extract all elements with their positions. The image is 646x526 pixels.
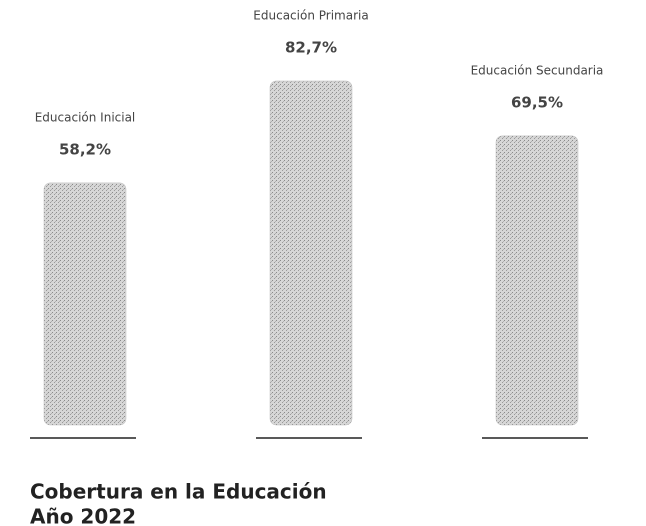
bar: [43, 182, 127, 426]
chart-subtitle: Año 2022: [30, 505, 136, 526]
category-label: Educación Inicial: [35, 110, 136, 124]
value-label: 69,5%: [511, 93, 563, 111]
bar: [269, 80, 353, 426]
bar: [495, 135, 579, 426]
category-label: Educación Primaria: [253, 8, 368, 22]
chart-title: Cobertura en la Educación: [30, 480, 327, 504]
value-label: 58,2%: [59, 140, 111, 158]
category-label: Educación Secundaria: [471, 63, 604, 77]
value-label: 82,7%: [285, 38, 337, 56]
